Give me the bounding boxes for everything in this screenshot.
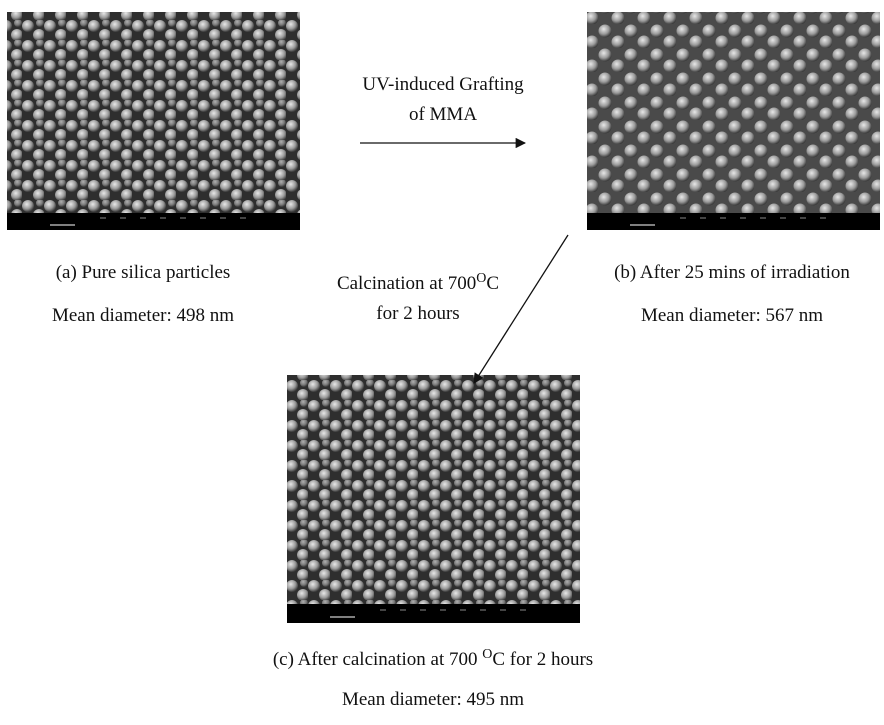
text: C for 2 hours: [492, 649, 593, 670]
text: (c) After calcination at 700: [273, 649, 482, 670]
detail: Mean diameter: 498 nm: [52, 305, 234, 326]
arrow-label: for 2 hours: [376, 303, 459, 324]
diagram: UV-induced Grafting of MMA Calcination a…: [0, 0, 884, 725]
arrow: [474, 235, 568, 383]
sem-image-a: [7, 12, 300, 230]
arrow-label: Calcination at 700OC: [337, 271, 499, 294]
text: Calcination at 700: [337, 273, 476, 294]
caption: (b) After 25 mins of irradiation: [614, 262, 850, 283]
text: C: [486, 273, 499, 294]
superscript: O: [476, 271, 486, 286]
detail: Mean diameter: 567 nm: [641, 305, 823, 326]
superscript: O: [482, 647, 492, 662]
arrow-label: of MMA: [409, 104, 477, 125]
arrow-label: UV-induced Grafting: [362, 74, 524, 95]
caption: (a) Pure silica particles: [56, 262, 231, 283]
sem-image-c: [287, 375, 580, 623]
caption: (c) After calcination at 700 OC for 2 ho…: [273, 647, 593, 670]
sem-image-b: [587, 12, 880, 230]
detail: Mean diameter: 495 nm: [342, 689, 524, 710]
